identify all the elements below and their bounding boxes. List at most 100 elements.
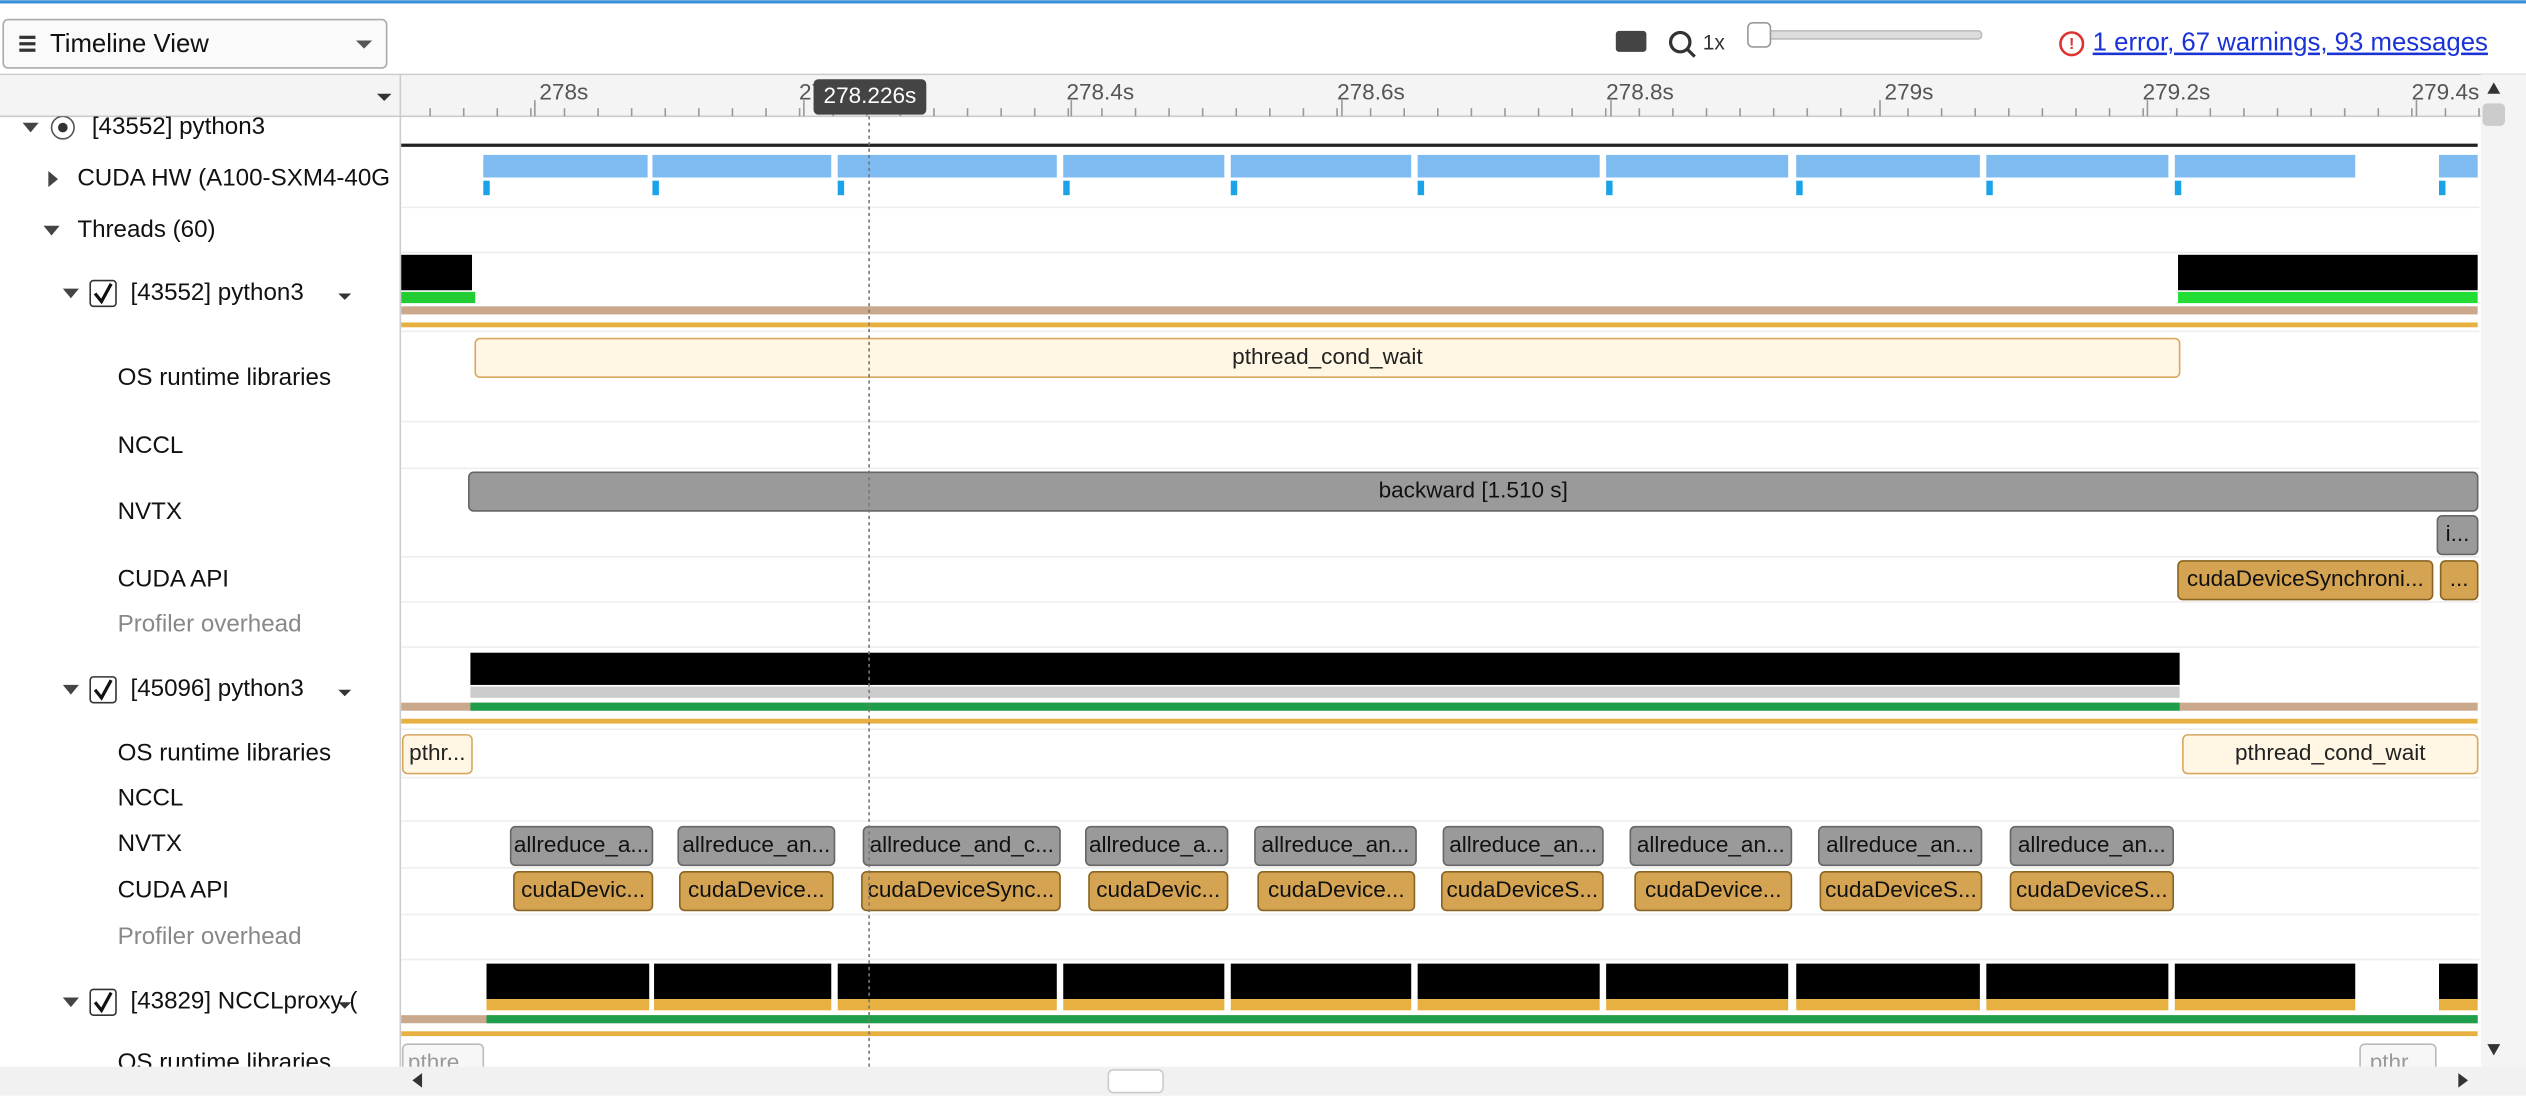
h-scroll-thumb[interactable] bbox=[1107, 1069, 1164, 1094]
kernel-block bbox=[1063, 154, 1225, 178]
activity-strip bbox=[486, 1015, 2478, 1024]
tree-label: CUDA API bbox=[118, 566, 229, 593]
scroll-right[interactable] bbox=[2458, 1073, 2469, 1088]
timeline-bar[interactable] bbox=[679, 870, 834, 912]
timeline-bar[interactable] bbox=[1819, 870, 1983, 912]
timeline-bar[interactable] bbox=[861, 870, 1061, 912]
status-link[interactable]: 1 error, 67 warnings, 93 messages bbox=[2093, 29, 2488, 57]
cursor-time: 278.226s bbox=[824, 83, 917, 108]
expand-arrow[interactable] bbox=[62, 997, 79, 1008]
activity-strip bbox=[401, 322, 2478, 328]
bar-label: allreduce_an... bbox=[1449, 832, 1597, 857]
bar-label: cudaDevic... bbox=[521, 877, 645, 902]
ruler-tick-label: 278.8s bbox=[1606, 80, 1674, 105]
ruler-tick-label: 278s bbox=[539, 80, 588, 105]
timeline-bar[interactable] bbox=[1629, 825, 1793, 867]
timeline-bar[interactable] bbox=[509, 825, 654, 867]
v-scrollbar[interactable] bbox=[2480, 74, 2526, 1067]
expand-arrow[interactable] bbox=[62, 684, 79, 695]
radio-dot bbox=[57, 122, 68, 133]
timeline-bar[interactable] bbox=[1442, 825, 1604, 867]
timeline-bar[interactable] bbox=[2439, 560, 2479, 601]
zoom-icon[interactable] bbox=[1668, 30, 1692, 54]
error-icon bbox=[2059, 31, 2085, 57]
expand-arrow[interactable] bbox=[43, 225, 60, 236]
row-menu-arrow[interactable] bbox=[338, 689, 352, 697]
h-scrollbar[interactable] bbox=[0, 1066, 2526, 1096]
dropdown-arrow bbox=[356, 40, 373, 49]
timeline-bar[interactable] bbox=[1817, 825, 1983, 867]
zoom-icon-handle bbox=[1685, 47, 1696, 58]
expand-arrow[interactable] bbox=[48, 171, 58, 188]
bar-label: cudaDeviceSync... bbox=[868, 877, 1055, 902]
timeline-bar[interactable] bbox=[677, 825, 836, 867]
memcpy-mark bbox=[2439, 180, 2446, 196]
activity-strip bbox=[1230, 963, 1412, 1000]
bar-label: allreduce_and_c... bbox=[870, 832, 1054, 857]
kernel-block bbox=[1796, 154, 1980, 178]
timeline-bar[interactable] bbox=[467, 471, 2479, 512]
row-menu-arrow[interactable] bbox=[338, 293, 352, 300]
icon bbox=[19, 35, 36, 39]
timeline-bar[interactable] bbox=[513, 870, 654, 912]
zoom-slider[interactable] bbox=[1755, 30, 1983, 40]
bar-label: allreduce_an... bbox=[1637, 832, 1785, 857]
memcpy-mark bbox=[1796, 180, 1803, 196]
timeline-bar[interactable] bbox=[1088, 870, 1229, 912]
scroll-left[interactable] bbox=[412, 1073, 423, 1088]
timeline-bar[interactable] bbox=[2182, 734, 2479, 775]
memcpy-mark bbox=[1063, 180, 1070, 196]
expand-arrow[interactable] bbox=[22, 122, 39, 133]
keyboard-icon[interactable] bbox=[1615, 30, 1647, 52]
activity-strip bbox=[2174, 963, 2356, 1000]
timeline-bar[interactable] bbox=[2359, 1043, 2437, 1083]
activity-strip bbox=[1796, 963, 1980, 1000]
zoom-level: 1x bbox=[1703, 31, 1726, 54]
tree-label: NCCL bbox=[118, 785, 184, 812]
timeline-bar[interactable] bbox=[401, 734, 473, 775]
bar-label: cudaDevic... bbox=[1096, 877, 1220, 902]
v-scroll-thumb[interactable] bbox=[2482, 103, 2506, 126]
memcpy-mark bbox=[1230, 180, 1238, 196]
timeline-bar[interactable] bbox=[2009, 870, 2175, 912]
kernel-block bbox=[2174, 154, 2356, 178]
bar-label: cudaDeviceS... bbox=[1825, 877, 1977, 902]
zoom-thumb[interactable] bbox=[1747, 22, 1772, 48]
scroll-down[interactable] bbox=[2487, 1044, 2501, 1056]
memcpy-mark bbox=[837, 180, 845, 196]
scroll-up[interactable] bbox=[2487, 82, 2501, 94]
kernel-block bbox=[1986, 154, 2169, 178]
timeline-bar[interactable] bbox=[1257, 870, 1416, 912]
timeline-bar[interactable] bbox=[1084, 825, 1229, 867]
timeline-bar[interactable] bbox=[2436, 514, 2479, 556]
view-label: Timeline View bbox=[50, 30, 209, 58]
tree-label: OS runtime libraries bbox=[118, 740, 331, 767]
timeline-bar[interactable] bbox=[2009, 825, 2175, 867]
timeline-bar[interactable] bbox=[2177, 560, 2434, 601]
view-selector[interactable]: Timeline View bbox=[2, 18, 388, 69]
timeline-bar[interactable] bbox=[1441, 870, 1604, 912]
bar-label: pthread_cond_wait bbox=[1232, 344, 1423, 369]
tree-menu-arrow[interactable] bbox=[376, 93, 392, 101]
timeline-bar[interactable] bbox=[474, 337, 2181, 379]
activity-strip bbox=[1063, 963, 1225, 1000]
bar-label: cudaDevice... bbox=[1645, 877, 1782, 902]
timeline-bar[interactable] bbox=[862, 825, 1061, 867]
bar-label: cudaDeviceS... bbox=[2016, 877, 2168, 902]
timeline-bar[interactable] bbox=[1254, 825, 1417, 867]
view-dropdown[interactable] bbox=[2, 18, 388, 69]
bar-label: cudaDevice... bbox=[1268, 877, 1405, 902]
activity-strip bbox=[837, 999, 1057, 1011]
activity-strip bbox=[1796, 999, 1980, 1011]
checkmark bbox=[93, 991, 113, 1014]
activity-strip bbox=[2439, 963, 2478, 1000]
timeline-bar[interactable] bbox=[401, 1043, 485, 1083]
ruler-tick-label: 279.2s bbox=[2143, 80, 2211, 105]
bar-label: allreduce_an... bbox=[1826, 832, 1974, 857]
bar-label: pthr... bbox=[409, 740, 465, 765]
row-menu-arrow[interactable] bbox=[338, 1002, 352, 1009]
expand-arrow[interactable] bbox=[62, 288, 79, 299]
tree-label: Threads (60) bbox=[77, 216, 215, 243]
timeline-bar[interactable] bbox=[1634, 870, 1793, 912]
checkmark bbox=[93, 679, 113, 701]
